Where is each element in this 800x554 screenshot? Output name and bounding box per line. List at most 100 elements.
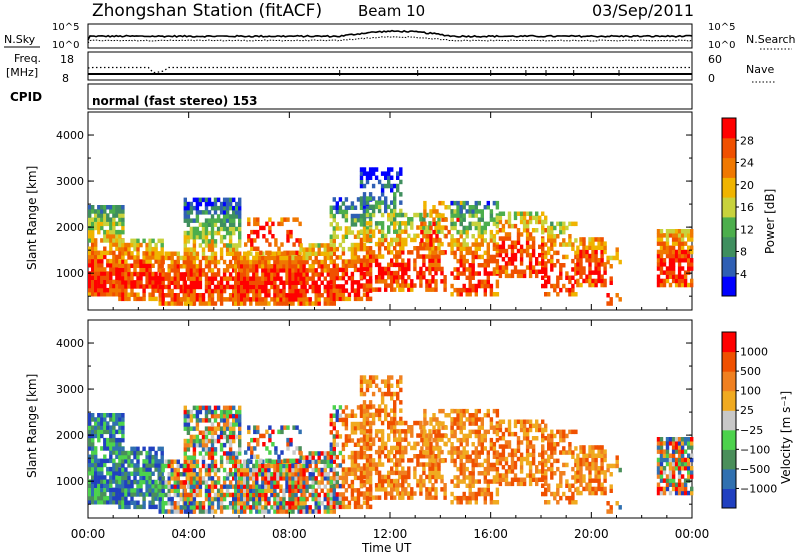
heat-cell (480, 283, 484, 289)
heat-cell (450, 217, 454, 222)
heat-cell (504, 236, 509, 241)
heat-cell (453, 421, 457, 426)
heat-cell (659, 229, 664, 234)
heat-cell (335, 483, 339, 489)
heat-cell (332, 492, 336, 498)
heat-cell (359, 387, 364, 393)
heat-cell (359, 379, 364, 384)
heat-cell (317, 455, 321, 460)
heat-cell (216, 288, 221, 294)
heat-cell (124, 467, 128, 472)
heat-cell (302, 459, 306, 464)
heat-cell (371, 462, 376, 467)
heat-cell (294, 480, 298, 485)
heat-cell (249, 476, 253, 481)
heat-cell (428, 466, 432, 471)
heat-cell (210, 422, 215, 427)
heat-cell (246, 463, 250, 469)
heat-cell (124, 492, 128, 497)
heat-cell (544, 219, 548, 225)
heat-cell (323, 459, 327, 464)
heat-cell (88, 429, 92, 435)
heat-cell (232, 422, 236, 427)
heat-cell (687, 282, 691, 288)
heat-cell (422, 254, 426, 259)
heat-cell (489, 209, 494, 214)
heat-cell (273, 293, 277, 298)
heat-cell (428, 250, 432, 255)
heat-cell (662, 245, 667, 250)
y-tick-label: 4000 (56, 129, 84, 142)
heat-cell (210, 447, 215, 452)
heat-cell (432, 458, 436, 464)
heat-cell (323, 297, 327, 302)
heat-cell (425, 266, 429, 272)
heat-cell (326, 480, 330, 485)
heat-cell (387, 262, 391, 268)
heat-cell (387, 275, 391, 280)
heat-cell (395, 275, 399, 280)
heat-cell (297, 509, 301, 514)
heat-cell (100, 483, 104, 488)
heat-cell (432, 417, 436, 422)
heat-cell (371, 196, 376, 201)
heat-cell (462, 283, 466, 289)
heat-cell (395, 437, 399, 442)
heat-cell (489, 287, 494, 293)
heat-cell (377, 478, 382, 484)
heat-cell (292, 450, 296, 455)
heat-cell (350, 205, 355, 210)
heat-cell (662, 241, 667, 246)
heat-cell (305, 459, 309, 464)
heat-cell (91, 466, 95, 472)
heat-cell (207, 239, 212, 244)
heat-cell (390, 188, 394, 193)
heat-cell (173, 505, 177, 510)
heat-cell (91, 242, 95, 247)
heat-cell (311, 301, 315, 306)
heat-cell (462, 200, 466, 206)
heat-cell (133, 255, 137, 260)
heat-cell (377, 266, 382, 272)
heat-cell (235, 434, 239, 440)
heat-cell (395, 470, 399, 476)
heat-cell (207, 484, 212, 489)
heat-cell (556, 292, 560, 297)
heat-cell (356, 467, 361, 472)
heat-cell (145, 275, 149, 281)
heat-cell (112, 213, 116, 218)
heat-cell (377, 458, 382, 463)
heat-cell (268, 242, 272, 247)
heat-cell (368, 483, 373, 489)
heat-cell (317, 272, 321, 277)
heat-cell (289, 437, 293, 443)
heat-cell (195, 230, 200, 236)
heat-cell (160, 251, 164, 256)
heat-cell (459, 234, 463, 239)
heat-cell (133, 450, 137, 456)
heat-cell (456, 475, 460, 480)
heat-cell (356, 197, 361, 202)
heat-cell (88, 283, 92, 289)
heat-cell (192, 234, 197, 240)
heat-cell (270, 505, 274, 510)
heat-cell (422, 466, 426, 471)
heat-cell (219, 430, 224, 435)
heat-cell (183, 505, 187, 510)
heat-cell (161, 280, 165, 285)
heat-cell (368, 400, 373, 405)
heat-cell (204, 405, 209, 411)
heat-cell (103, 217, 107, 222)
heat-cell (167, 480, 171, 485)
heat-cell (115, 450, 119, 455)
heat-cell (377, 408, 382, 413)
heat-cell (253, 429, 257, 435)
heat-cell (282, 488, 286, 493)
heat-cell (317, 259, 321, 265)
heat-cell (232, 463, 236, 469)
heat-cell (347, 230, 352, 235)
heat-cell (100, 413, 104, 418)
heat-cell (286, 234, 290, 239)
heat-cell (127, 492, 131, 497)
heat-cell (374, 375, 379, 380)
